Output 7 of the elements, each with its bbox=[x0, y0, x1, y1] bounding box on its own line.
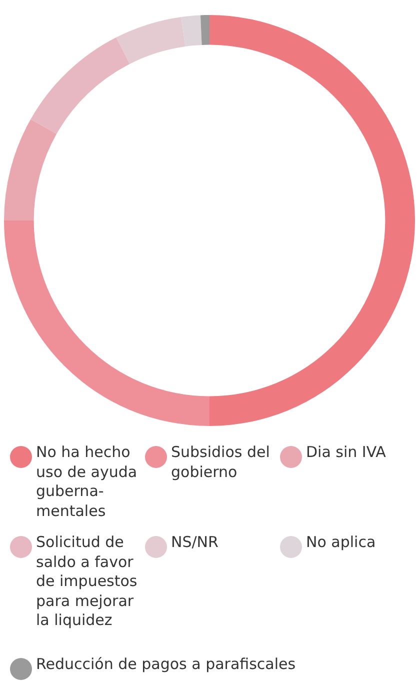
legend-label: Reducción de pagos a parafiscales bbox=[36, 654, 296, 674]
legend-label: Dia sin IVA bbox=[306, 443, 386, 462]
legend-label: Subsidios del gobierno bbox=[171, 443, 271, 482]
legend-label: No ha hecho uso de ayuda guberna-mentales bbox=[36, 443, 138, 521]
legend-label: Solicitud de saldo a favor de impuestos para mejorar la liquidez bbox=[36, 533, 138, 630]
legend-label: No aplica bbox=[306, 533, 376, 552]
legend-label: NS/NR bbox=[171, 533, 218, 552]
